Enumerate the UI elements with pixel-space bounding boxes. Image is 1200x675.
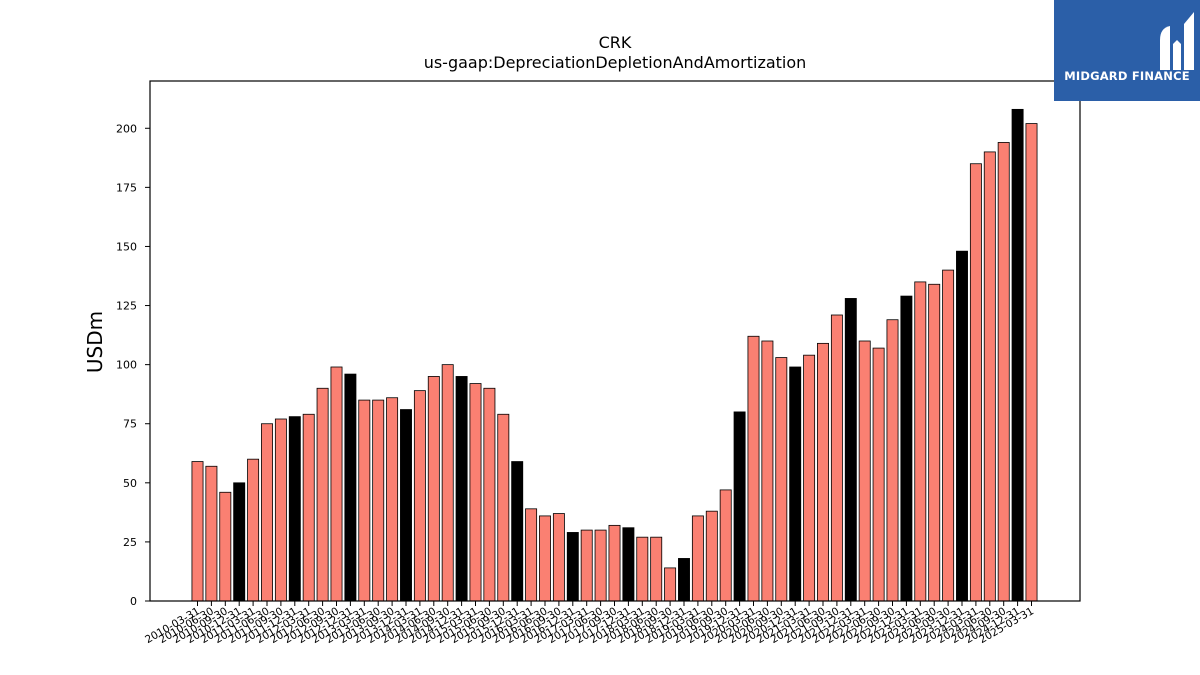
bar xyxy=(844,298,857,602)
bar xyxy=(566,532,579,602)
bar xyxy=(539,515,551,602)
bar xyxy=(608,524,621,602)
bar xyxy=(413,390,426,602)
bar xyxy=(302,413,315,602)
plot-frame xyxy=(149,80,1081,602)
bar xyxy=(858,340,871,602)
bar xyxy=(622,527,635,602)
bar xyxy=(511,461,524,602)
bar xyxy=(483,387,496,602)
bar xyxy=(358,399,371,602)
chart-subtitle: us-gaap:DepreciationDepletionAndAmortiza… xyxy=(424,53,807,72)
bar xyxy=(969,163,982,602)
bar xyxy=(400,409,412,602)
bar xyxy=(775,357,788,602)
bar xyxy=(664,567,677,602)
bar xyxy=(719,489,732,602)
bar xyxy=(747,335,760,602)
bar xyxy=(469,383,482,602)
bar xyxy=(191,461,204,602)
bar xyxy=(705,510,718,602)
bar xyxy=(344,373,357,602)
brand-logo: MIDGARD FINANCE xyxy=(1054,0,1200,101)
bar xyxy=(386,397,399,602)
bar xyxy=(956,250,968,602)
chart-title: CRK xyxy=(599,33,632,52)
y-tick-label: 50 xyxy=(123,477,137,490)
bar xyxy=(594,529,607,602)
bar xyxy=(261,423,273,602)
y-tick-label: 125 xyxy=(116,300,137,313)
bar xyxy=(803,354,816,602)
bar xyxy=(691,515,704,602)
y-tick-label: 0 xyxy=(130,595,137,608)
bar xyxy=(525,508,538,602)
bar xyxy=(886,319,899,602)
bar xyxy=(678,558,690,602)
bar xyxy=(316,387,329,602)
bar xyxy=(233,482,246,602)
bar xyxy=(733,411,746,602)
y-tick-label: 150 xyxy=(116,240,137,253)
brand-name: MIDGARD FINANCE xyxy=(1064,69,1190,83)
bar xyxy=(288,416,301,602)
bar xyxy=(761,340,774,602)
x-ticks: 2010-03-312010-06-302010-09-302010-12-31… xyxy=(143,601,1036,646)
bar xyxy=(580,529,593,602)
bar xyxy=(330,366,343,602)
bar xyxy=(1025,123,1038,602)
bar xyxy=(497,413,510,602)
y-axis-label: USDm xyxy=(83,311,107,373)
bars xyxy=(191,108,1038,602)
midgard-logo-icon xyxy=(1160,12,1194,70)
y-ticks: 0 25 50 75 100 125 150 175 200 xyxy=(116,122,150,608)
bar xyxy=(372,399,385,602)
bar xyxy=(997,142,1010,602)
bar xyxy=(274,418,287,602)
bar xyxy=(247,458,260,602)
y-tick-label: 100 xyxy=(116,359,137,372)
bar xyxy=(455,376,468,602)
bar xyxy=(441,364,454,602)
y-tick-label: 75 xyxy=(123,418,137,431)
y-tick-label: 175 xyxy=(116,181,137,194)
bar xyxy=(650,536,663,602)
bar xyxy=(914,281,927,602)
bar xyxy=(872,347,885,602)
bar xyxy=(1011,108,1024,602)
y-tick-label: 25 xyxy=(123,536,137,549)
bar xyxy=(636,536,649,602)
bar xyxy=(219,491,232,602)
bar xyxy=(942,269,955,602)
bar xyxy=(427,376,440,602)
bar xyxy=(817,342,829,602)
y-tick-label: 200 xyxy=(116,122,137,135)
bar xyxy=(205,465,218,602)
bar xyxy=(900,295,913,602)
bar xyxy=(830,314,843,602)
bar xyxy=(983,151,996,602)
bar xyxy=(789,366,802,602)
bar xyxy=(552,513,565,602)
bar xyxy=(928,283,941,602)
